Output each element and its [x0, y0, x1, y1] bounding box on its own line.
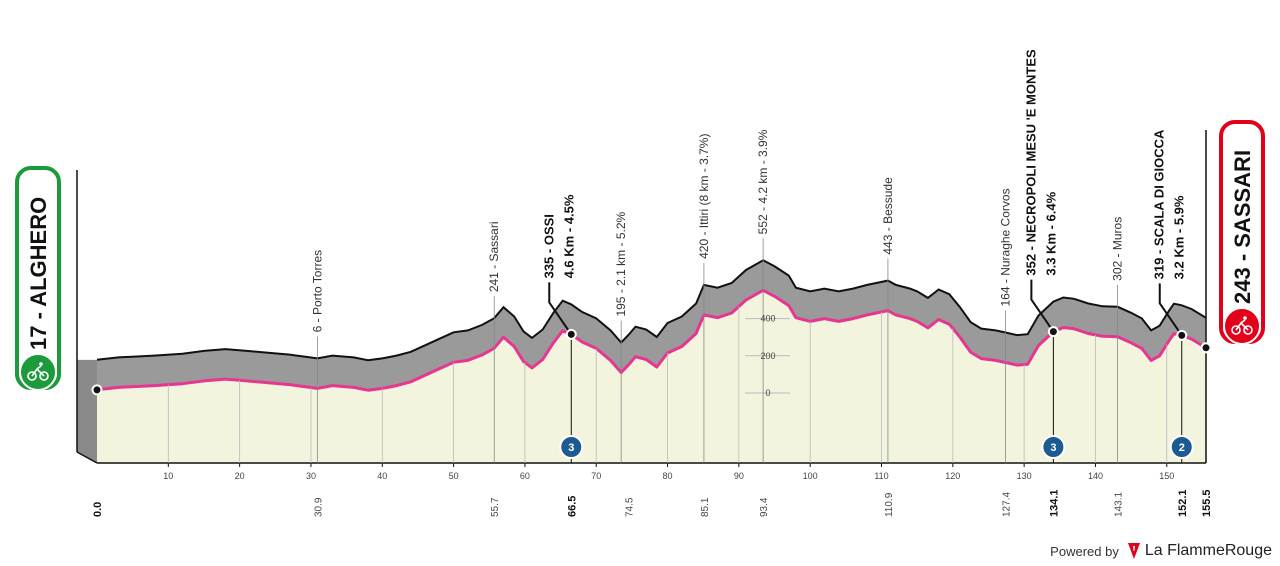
profile-side-wall [77, 359, 97, 463]
cyclist-icon-wheel [1243, 325, 1253, 335]
climb-label: 3.2 Km - 5.9% [1172, 195, 1187, 279]
km-label: 127.4 [1002, 492, 1013, 517]
x-tick-label: 10 [163, 471, 173, 481]
baseline-side [76, 451, 98, 464]
climb-summit-dot [565, 328, 577, 340]
km-label: 30.9 [313, 497, 324, 517]
climb-category-label: 2 [1179, 442, 1185, 454]
climb-category-label: 3 [568, 442, 574, 454]
y-tick-label: 200 [760, 351, 775, 361]
climb-connector [1030, 279, 1055, 333]
climb-category-badge [1041, 435, 1066, 459]
cyclist-icon-frame [1235, 319, 1249, 331]
profile-relief-band [97, 260, 1206, 391]
profile-top-edge [96, 259, 1207, 362]
km-label: 93.4 [759, 497, 770, 517]
x-tick-label: 110 [874, 471, 888, 481]
cyclist-icon-head [39, 362, 43, 366]
x-tick-label: 140 [1088, 471, 1103, 481]
footer: Powered by La FlammeRouge [1050, 542, 1272, 560]
place-label: 443 - Bessude [881, 177, 895, 255]
brand-name: La FlammeRouge [1144, 542, 1272, 559]
x-tick-label: 20 [235, 471, 245, 481]
x-tick-label: 100 [803, 471, 818, 481]
climb-label: 4.6 Km - 4.5% [561, 194, 576, 278]
cyclist-icon-frame [31, 365, 45, 377]
start-dot [91, 384, 103, 396]
km-label: 155.5 [1201, 489, 1213, 517]
km-label: 0.0 [92, 502, 104, 517]
km-label: 66.5 [566, 496, 578, 517]
start-sign: 17 - ALGHERO [15, 166, 61, 391]
km-label: 110.9 [884, 492, 895, 517]
place-label: 195 - 2.1 km - 5.2% [614, 211, 628, 316]
climb-category-badge [1169, 435, 1194, 459]
x-tick-label: 130 [1017, 471, 1032, 481]
cyclist-icon [27, 362, 49, 381]
km-label: 85.1 [700, 497, 711, 517]
place-label: 164 - Nuraghe Corvos [999, 188, 1013, 306]
climb-category-badge [559, 435, 584, 459]
cyclist-icon-wheel [27, 371, 37, 381]
finish-sign-cyclist-badge [1223, 307, 1261, 345]
climb-label: 335 - OSSI [541, 214, 556, 278]
start-sign-cyclist-badge [19, 353, 57, 391]
x-tick-label: 60 [520, 471, 530, 481]
place-label: 6 - Porto Torres [310, 250, 324, 332]
climb-label: 352 - NECROPOLI MESU 'E MONTES [1023, 49, 1038, 276]
profile-fill-area [97, 290, 1206, 463]
x-tick-label: 90 [734, 471, 744, 481]
climb-summit-dot [1047, 326, 1059, 338]
climb-connector [1158, 283, 1183, 336]
cyclist-icon [1231, 316, 1253, 335]
x-tick-label: 150 [1159, 471, 1174, 481]
place-label: 552 - 4.2 km - 3.9% [756, 129, 770, 234]
place-label: 302 - Muros [1111, 217, 1125, 281]
start-sign-label: 17 - ALGHERO [26, 197, 51, 350]
x-tick-label: 70 [591, 471, 601, 481]
x-tick-label: 50 [449, 471, 459, 481]
cyclist-icon-wheel [39, 371, 49, 381]
km-label: 152.1 [1177, 489, 1189, 517]
cyclist-icon-wheel [1231, 325, 1241, 335]
brand-logo: La FlammeRouge [1127, 542, 1272, 560]
finish-dot [1200, 342, 1212, 354]
km-label: 143.1 [1114, 492, 1125, 517]
place-label: 241 - Sassari [487, 221, 501, 292]
x-tick-label: 30 [306, 471, 316, 481]
km-label: 74.5 [624, 497, 635, 517]
x-tick-label: 40 [377, 471, 387, 481]
finish-sign: 243 - SASSARI [1219, 120, 1265, 345]
cyclist-icon-head [1243, 316, 1247, 320]
climb-label: 319 - SCALA DI GIOCCA [1152, 129, 1167, 279]
y-tick-label: 400 [760, 314, 775, 324]
powered-by-text: Powered by [1050, 543, 1119, 559]
climb-category-label: 3 [1050, 442, 1056, 454]
climb-label: 3.3 Km - 6.4% [1043, 191, 1058, 275]
x-tick-label: 80 [663, 471, 673, 481]
km-label: 55.7 [490, 497, 501, 517]
finish-sign-label: 243 - SASSARI [1230, 150, 1255, 304]
flamme-rouge-icon [1127, 543, 1140, 559]
climb-connector [548, 282, 573, 335]
x-tick-label: 120 [945, 471, 960, 481]
climb-summit-dot [1176, 329, 1188, 341]
place-label: 420 - Ittiri (8 km - 3.7%) [697, 134, 711, 259]
y-tick-label: 0 [765, 388, 770, 398]
km-label: 134.1 [1048, 489, 1060, 517]
